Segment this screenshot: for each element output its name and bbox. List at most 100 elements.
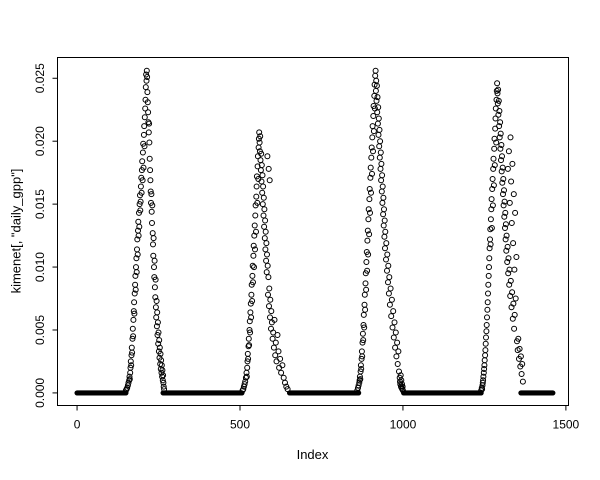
data-point bbox=[263, 257, 270, 264]
data-point bbox=[394, 339, 401, 346]
data-point bbox=[390, 308, 397, 315]
data-point bbox=[144, 89, 151, 96]
data-point bbox=[361, 301, 368, 308]
data-point bbox=[128, 352, 135, 359]
data-point bbox=[249, 262, 256, 269]
data-point bbox=[509, 160, 516, 167]
data-point bbox=[497, 130, 504, 137]
data-point bbox=[149, 220, 155, 226]
data-point bbox=[152, 294, 159, 301]
data-point bbox=[377, 149, 384, 156]
data-point bbox=[387, 285, 394, 292]
data-point bbox=[494, 90, 501, 97]
data-point bbox=[365, 206, 372, 213]
data-point bbox=[370, 148, 376, 155]
data-point bbox=[258, 150, 265, 157]
data-point bbox=[250, 242, 257, 249]
data-point bbox=[265, 291, 271, 298]
data-point bbox=[374, 94, 381, 101]
data-point bbox=[383, 256, 389, 263]
data-point bbox=[392, 329, 399, 336]
data-point bbox=[517, 353, 524, 360]
data-point bbox=[496, 123, 503, 130]
data-point bbox=[492, 105, 499, 112]
data-point bbox=[379, 172, 386, 179]
data-point bbox=[257, 167, 264, 174]
data-point bbox=[376, 154, 383, 161]
data-point bbox=[132, 272, 139, 279]
data-point bbox=[495, 97, 502, 104]
data-point bbox=[482, 352, 489, 359]
data-point bbox=[500, 202, 507, 209]
data-point bbox=[366, 186, 373, 192]
data-point bbox=[486, 255, 493, 262]
data-point bbox=[511, 325, 518, 332]
data-point bbox=[126, 376, 133, 383]
data-point bbox=[275, 348, 282, 355]
data-point bbox=[143, 77, 150, 84]
data-point bbox=[253, 183, 260, 190]
data-point bbox=[357, 376, 364, 383]
data-point bbox=[263, 269, 270, 276]
data-point bbox=[129, 335, 136, 342]
data-point bbox=[141, 143, 148, 150]
data-point bbox=[359, 330, 366, 337]
data-point bbox=[485, 272, 492, 279]
data-point bbox=[368, 189, 374, 196]
data-point bbox=[480, 377, 487, 384]
data-point bbox=[518, 371, 525, 377]
data-point bbox=[270, 344, 277, 351]
data-point bbox=[499, 153, 505, 160]
data-point bbox=[128, 362, 135, 369]
data-point bbox=[365, 251, 372, 258]
data-point bbox=[373, 82, 380, 89]
data-point bbox=[247, 309, 254, 316]
data-point bbox=[506, 281, 513, 288]
data-point bbox=[139, 149, 146, 156]
data-point bbox=[516, 345, 523, 352]
data-point bbox=[159, 373, 166, 380]
data-point bbox=[149, 230, 156, 237]
data-point bbox=[129, 349, 136, 356]
data-point bbox=[150, 241, 156, 248]
data-point bbox=[485, 281, 492, 288]
data-point bbox=[245, 335, 252, 342]
data-point bbox=[269, 335, 276, 342]
data-point bbox=[511, 266, 518, 273]
data-point bbox=[263, 240, 270, 247]
data-point bbox=[510, 191, 517, 198]
data-point bbox=[146, 155, 153, 162]
data-point bbox=[150, 235, 157, 242]
data-point bbox=[379, 199, 386, 206]
data-point bbox=[399, 387, 406, 394]
data-point bbox=[502, 221, 509, 228]
data-point bbox=[481, 366, 488, 372]
data-point bbox=[126, 373, 133, 380]
data-point bbox=[511, 311, 518, 318]
data-point bbox=[503, 232, 510, 239]
data-point bbox=[374, 109, 381, 116]
data-point bbox=[251, 222, 258, 229]
data-point bbox=[127, 358, 134, 365]
data-point bbox=[378, 188, 385, 195]
data-point bbox=[509, 289, 516, 296]
data-point bbox=[368, 154, 375, 161]
y-tick-label: 0.000 bbox=[33, 378, 47, 408]
data-point bbox=[359, 339, 366, 346]
data-point bbox=[375, 104, 382, 111]
data-point bbox=[489, 176, 496, 182]
data-point bbox=[363, 286, 370, 293]
data-point bbox=[484, 299, 491, 306]
data-point bbox=[381, 206, 387, 213]
data-point bbox=[259, 201, 266, 208]
data-point bbox=[262, 246, 269, 253]
data-point bbox=[253, 193, 260, 200]
data-point bbox=[133, 264, 139, 271]
data-point bbox=[357, 368, 364, 375]
data-point bbox=[360, 337, 367, 344]
data-point bbox=[157, 350, 164, 357]
data-point bbox=[264, 262, 271, 269]
data-point bbox=[243, 373, 250, 380]
